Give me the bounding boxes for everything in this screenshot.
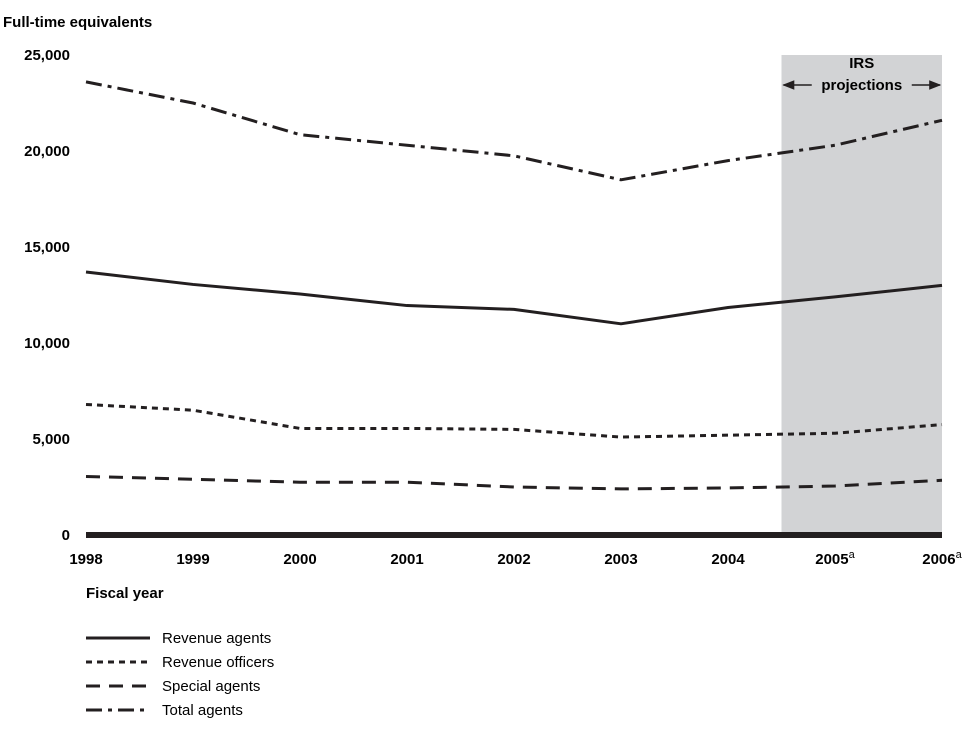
- y-tick-label: 0: [62, 527, 70, 544]
- legend-label: Revenue officers: [162, 654, 274, 671]
- projection-label-line2: projections: [821, 77, 902, 94]
- x-tick-label: 2000: [283, 551, 316, 568]
- series-line-total-agents: [85, 80, 943, 182]
- y-tick-label: 15,000: [24, 239, 70, 256]
- legend: Revenue agents Revenue officers Special ag…: [86, 630, 274, 719]
- legend-label: Special agents: [162, 678, 260, 695]
- x-tick-label: 2001: [390, 551, 423, 568]
- y-axis-ticks: 0 5,000 10,000 15,000 20,000 25,000: [24, 47, 70, 544]
- series-lines: [85, 80, 943, 491]
- y-tick-label: 25,000: [24, 47, 70, 64]
- y-tick-label: 5,000: [32, 431, 70, 448]
- x-tick-label: 1999: [176, 551, 209, 568]
- projection-label-line1: IRS: [849, 55, 874, 72]
- y-axis-title: Full-time equivalents: [3, 14, 152, 31]
- x-axis-ticks: 1998 1999 2000 2001 2002 2003 2004 2005a 2006a: [69, 549, 962, 568]
- series-line-special-agents: [85, 474, 943, 491]
- x-tick-label: 2003: [604, 551, 637, 568]
- x-tick-label: 2002: [497, 551, 530, 568]
- y-tick-label: 10,000: [24, 335, 70, 352]
- x-tick-label: 2006a: [922, 549, 962, 568]
- series-line-revenue-officers: [85, 402, 943, 439]
- x-tick-label: 2005a: [815, 549, 855, 568]
- x-tick-label: 1998: [69, 551, 102, 568]
- x-axis-title: Fiscal year: [86, 585, 164, 602]
- legend-label: Revenue agents: [162, 630, 271, 647]
- x-tick-label: 2004: [711, 551, 745, 568]
- y-tick-label: 20,000: [24, 143, 70, 160]
- legend-label: Total agents: [162, 702, 243, 719]
- series-line-revenue-agents: [85, 270, 943, 326]
